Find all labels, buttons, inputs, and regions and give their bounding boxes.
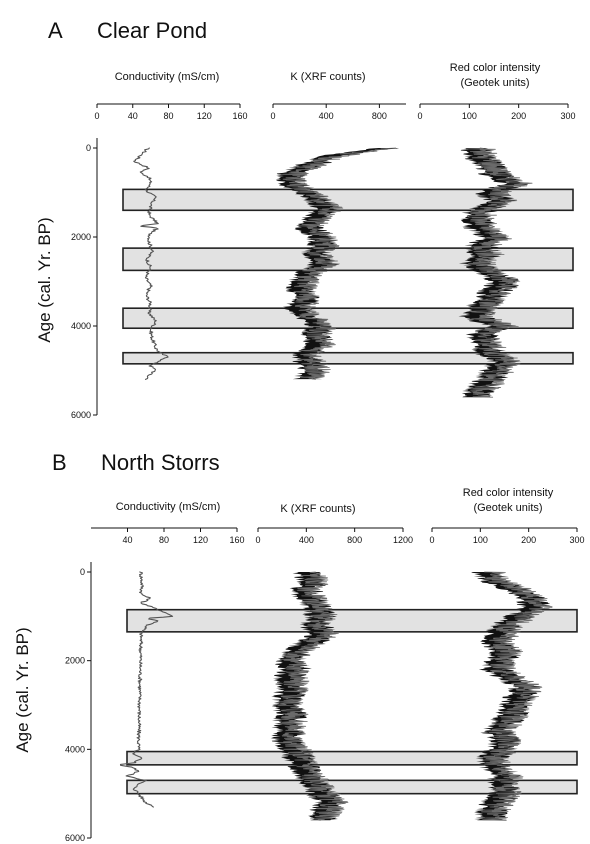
panel-a-potassium-trace-outline [282, 147, 397, 380]
panel-b-conductivity-trace [119, 571, 174, 808]
panel-a-conductivity-title: Conductivity (mS/cm) [115, 71, 220, 83]
panel-a-y-axis-title: Age (cal. Yr. BP) [35, 217, 54, 342]
panel-a-red-color-intensity-trace-outline [465, 147, 533, 398]
panel-a-potassium-trace [275, 148, 400, 380]
panel-b-y-tick-label: 4000 [65, 744, 85, 754]
panel-a-highlight-bands [122, 188, 574, 365]
panel-b-y-tick-label: 0 [80, 567, 85, 577]
panel-b-y-axis: 0 2000 4000 6000 [65, 562, 92, 843]
panel-b-conductivity-x-tick-label: 40 [122, 535, 132, 545]
panel-b-label: B [52, 450, 67, 475]
panel-a-potassium-title: K (XRF counts) [290, 71, 365, 83]
panel-a-y-tick-label: 4000 [71, 321, 91, 331]
panel-b-potassium-x-tick-label: 1200 [393, 535, 413, 545]
panel-b-conductivity-x-tick-label: 80 [159, 535, 169, 545]
panel-b-potassium-x-tick-label: 400 [299, 535, 314, 545]
panel-b: B North Storrs Age (cal. Yr. BP) 0200040… [13, 450, 585, 843]
panel-b-highlight-band-1 [126, 608, 578, 633]
panel-b-highlight-bands [126, 608, 578, 795]
panel-b-conductivity-title: Conductivity (mS/cm) [116, 501, 221, 513]
panel-b-potassium-track: K (XRF counts) 0 400 800 1200 [255, 503, 413, 821]
panel-a-label: A [48, 18, 63, 43]
panel-b-conductivity-track: Conductivity (mS/cm) 40 80 120 160 [91, 501, 245, 808]
panel-b-conductivity-x-tick-label: 120 [193, 535, 208, 545]
panel-a-highlight-band-1 [122, 188, 574, 212]
panel-b-y-tick-label: 6000 [65, 833, 85, 843]
panel-a-y-tick-label: 6000 [71, 410, 91, 420]
panel-b-red-color-intensity-x-tick-label: 0 [429, 535, 434, 545]
panel-a-potassium-x-tick-label: 0 [270, 111, 275, 121]
panel-a-highlight-band-3 [122, 307, 574, 330]
panel-a-conductivity-x-tick-label: 0 [94, 111, 99, 121]
panel-a-highlight-band-2 [122, 247, 574, 272]
panel-a-y-tick-label: 2000 [71, 232, 91, 242]
panel-b-y-axis-title: Age (cal. Yr. BP) [13, 627, 32, 752]
panel-a-red-intensity-title: Red color intensity (Geotek units) [450, 62, 541, 89]
panel-a-potassium-track: K (XRF counts) 0 400 800 [270, 71, 406, 380]
panel-a-red-color-intensity-x-tick-label: 200 [511, 111, 526, 121]
panel-a-highlight-band-4 [122, 351, 574, 365]
panel-a-red-color-intensity-x-tick-label: 0 [417, 111, 422, 121]
panel-a-red-intensity-track: Red color intensity (Geotek units) 0 100 20… [417, 62, 576, 398]
panel-b-red-intensity-title: Red color intensity (Geotek units) [463, 487, 554, 514]
panel-b-red-color-intensity-trace-outline [481, 571, 553, 821]
panel-a-red-color-intensity-x-tick-label: 100 [462, 111, 477, 121]
panel-a-y-tick-label: 0 [86, 143, 91, 153]
panel-a-conductivity-x-tick-label: 120 [197, 111, 212, 121]
panel-a-y-axis: 0 2000 4000 6000 [71, 138, 98, 420]
panel-b-potassium-x-tick-label: 0 [255, 535, 260, 545]
panel-a-red-color-intensity-x-tick-label: 300 [560, 111, 575, 121]
panel-a-conductivity-x-tick-label: 40 [128, 111, 138, 121]
panel-a: A Clear Pond Age (cal. Yr. BP) 020004000… [35, 18, 576, 420]
panel-b-title: North Storrs [101, 450, 220, 475]
panel-b-red-color-intensity-x-tick-label: 300 [569, 535, 584, 545]
panel-b-highlight-band-2 [126, 750, 578, 766]
panel-b-potassium-x-tick-label: 800 [347, 535, 362, 545]
panel-a-conductivity-trace [133, 147, 169, 380]
panel-a-conductivity-x-tick-label: 80 [163, 111, 173, 121]
panel-b-red-intensity-track: Red color intensity (Geotek units) 0 100 20… [429, 487, 585, 821]
panel-a-conductivity-track: Conductivity (mS/cm) 0 40 80 120 160 [94, 71, 248, 380]
panel-a-title: Clear Pond [97, 18, 207, 43]
panel-b-conductivity-x-tick-label: 160 [229, 535, 244, 545]
panel-b-red-color-intensity-x-tick-label: 100 [473, 535, 488, 545]
panel-b-red-color-intensity-x-tick-label: 200 [521, 535, 536, 545]
panel-b-potassium-trace-outline [277, 571, 349, 821]
panel-a-potassium-x-tick-label: 400 [319, 111, 334, 121]
panel-a-conductivity-x-tick-label: 160 [232, 111, 247, 121]
panel-b-y-tick-label: 2000 [65, 656, 85, 666]
panel-b-highlight-band-3 [126, 779, 578, 795]
panel-a-potassium-x-tick-label: 800 [372, 111, 387, 121]
panel-b-potassium-title: K (XRF counts) [280, 503, 355, 515]
